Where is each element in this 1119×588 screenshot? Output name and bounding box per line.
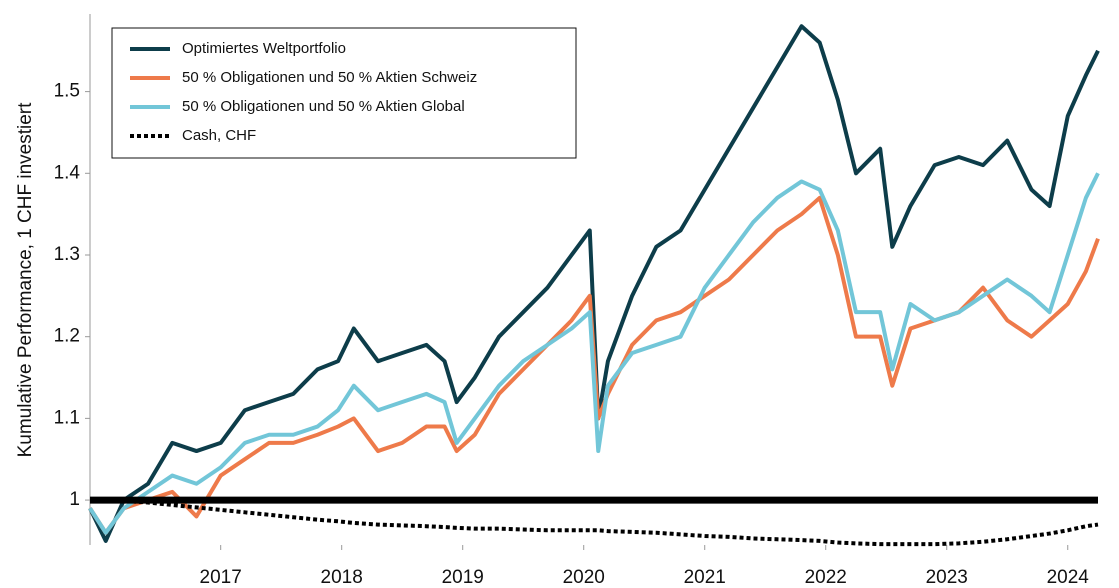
x-tick-label: 2019 (442, 567, 484, 588)
legend-label: 50 % Obligationen und 50 % Aktien Schwei… (182, 69, 477, 86)
legend-label: Cash, CHF (182, 127, 256, 144)
x-tick-label: 2020 (563, 567, 605, 588)
legend: Optimiertes Weltportfolio 50 % Obligation… (111, 27, 577, 159)
legend-label: Optimiertes Weltportfolio (182, 40, 346, 57)
x-tick-label: 2021 (684, 567, 726, 588)
y-axis-label: Kumulative Performance, 1 CHF investiert (15, 102, 36, 458)
y-tick-label: 1.4 (54, 162, 81, 183)
y-tick-label: 1.3 (54, 244, 80, 265)
legend-box (111, 27, 577, 159)
x-tick-label: 2018 (321, 567, 363, 588)
legend-label: 50 % Obligationen und 50 % Aktien Global (182, 98, 465, 115)
y-tick-label: 1.1 (54, 407, 80, 428)
y-tick-label: 1.2 (54, 326, 80, 347)
x-tick-label: 2023 (926, 567, 968, 588)
x-tick-label: 2017 (200, 567, 242, 588)
series-line (88, 172, 1100, 535)
x-tick-label: 2024 (1047, 567, 1090, 588)
series-line (90, 498, 1099, 547)
x-tick-label: 2022 (805, 567, 847, 588)
y-tick-label: 1 (69, 489, 80, 510)
y-tick-label: 1.5 (54, 81, 80, 102)
